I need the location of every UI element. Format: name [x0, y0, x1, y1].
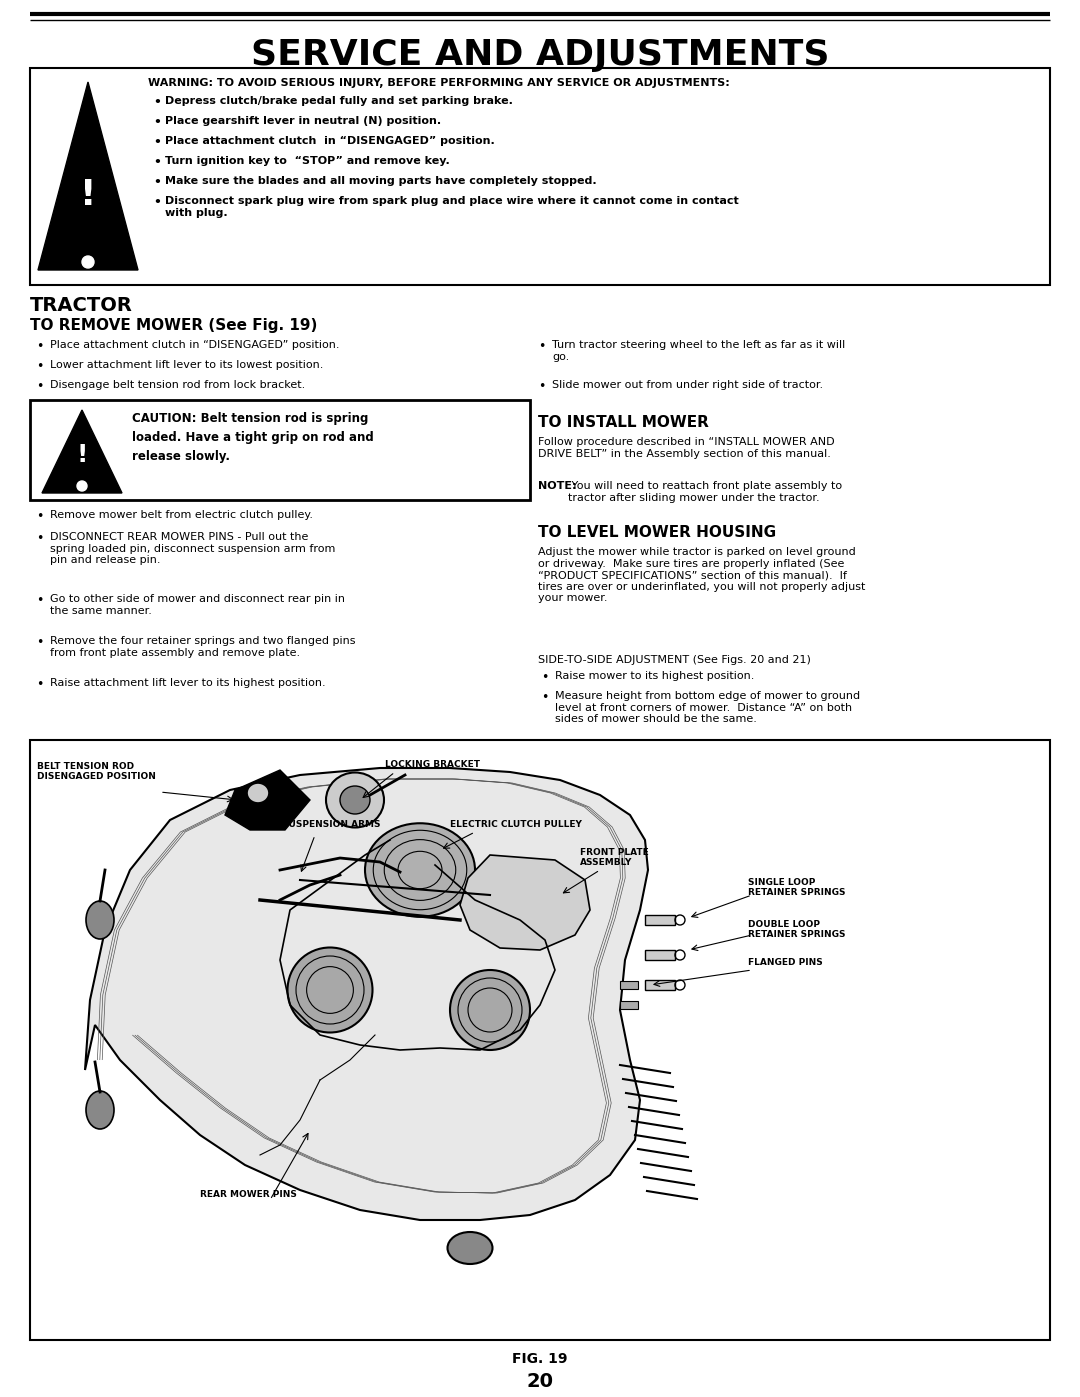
Text: Go to other side of mower and disconnect rear pin in
the same manner.: Go to other side of mower and disconnect…: [50, 594, 345, 616]
FancyBboxPatch shape: [30, 400, 530, 500]
Text: Make sure the blades and all moving parts have completely stopped.: Make sure the blades and all moving part…: [165, 176, 596, 186]
Text: DISCONNECT REAR MOWER PINS - Pull out the
spring loaded pin, disconnect suspensi: DISCONNECT REAR MOWER PINS - Pull out th…: [50, 532, 336, 566]
Text: NOTE:: NOTE:: [538, 481, 577, 490]
Ellipse shape: [247, 782, 269, 803]
FancyBboxPatch shape: [645, 981, 675, 990]
Text: Place attachment clutch in “DISENGAGED” position.: Place attachment clutch in “DISENGAGED” …: [50, 339, 339, 351]
FancyBboxPatch shape: [620, 1002, 638, 1009]
Text: REAR MOWER PINS: REAR MOWER PINS: [200, 1190, 297, 1199]
Text: Depress clutch/brake pedal fully and set parking brake.: Depress clutch/brake pedal fully and set…: [165, 96, 513, 106]
Polygon shape: [225, 770, 310, 830]
Text: •: •: [36, 636, 43, 650]
Text: •: •: [153, 136, 161, 149]
Text: •: •: [36, 594, 43, 608]
Text: Raise mower to its highest position.: Raise mower to its highest position.: [555, 671, 754, 680]
Polygon shape: [460, 855, 590, 950]
Text: •: •: [36, 360, 43, 373]
Text: BELT TENSION ROD
DISENGAGED POSITION: BELT TENSION ROD DISENGAGED POSITION: [37, 761, 156, 781]
Text: Remove the four retainer springs and two flanged pins
from front plate assembly : Remove the four retainer springs and two…: [50, 636, 355, 658]
Text: Place gearshift lever in neutral (N) position.: Place gearshift lever in neutral (N) pos…: [165, 116, 441, 126]
FancyBboxPatch shape: [30, 68, 1050, 285]
Text: LOCKING BRACKET: LOCKING BRACKET: [384, 760, 480, 768]
Text: TRACTOR: TRACTOR: [30, 296, 133, 314]
Text: •: •: [36, 532, 43, 545]
Text: Turn ignition key to  “STOP” and remove key.: Turn ignition key to “STOP” and remove k…: [165, 156, 449, 166]
Text: DOUBLE LOOP
RETAINER SPRINGS: DOUBLE LOOP RETAINER SPRINGS: [748, 921, 846, 939]
Text: •: •: [153, 196, 161, 210]
Text: Lower attachment lift lever to its lowest position.: Lower attachment lift lever to its lowes…: [50, 360, 323, 370]
Polygon shape: [38, 82, 138, 270]
Text: SIDE-TO-SIDE ADJUSTMENT (See Figs. 20 and 21): SIDE-TO-SIDE ADJUSTMENT (See Figs. 20 an…: [538, 655, 811, 665]
Text: Raise attachment lift lever to its highest position.: Raise attachment lift lever to its highe…: [50, 678, 326, 687]
Text: Follow procedure described in “INSTALL MOWER AND
DRIVE BELT” in the Assembly sec: Follow procedure described in “INSTALL M…: [538, 437, 835, 458]
Text: •: •: [153, 156, 161, 169]
Text: •: •: [36, 380, 43, 393]
Text: SUSPENSION ARMS: SUSPENSION ARMS: [282, 820, 380, 828]
FancyBboxPatch shape: [30, 740, 1050, 1340]
Text: •: •: [36, 678, 43, 692]
Text: Place attachment clutch  in “DISENGAGED” position.: Place attachment clutch in “DISENGAGED” …: [165, 136, 495, 147]
Text: •: •: [153, 116, 161, 129]
Text: Disconnect spark plug wire from spark plug and place wire where it cannot come i: Disconnect spark plug wire from spark pl…: [165, 196, 739, 218]
Text: 20: 20: [527, 1372, 554, 1391]
Ellipse shape: [82, 256, 94, 268]
Text: •: •: [541, 671, 549, 685]
Ellipse shape: [86, 901, 114, 939]
Text: •: •: [36, 339, 43, 353]
Text: ELECTRIC CLUTCH PULLEY: ELECTRIC CLUTCH PULLEY: [450, 820, 582, 828]
Ellipse shape: [447, 1232, 492, 1264]
Text: CAUTION: Belt tension rod is spring
loaded. Have a tight grip on rod and
release: CAUTION: Belt tension rod is spring load…: [132, 412, 374, 462]
Ellipse shape: [86, 1091, 114, 1129]
Text: Adjust the mower while tractor is parked on level ground
or driveway.  Make sure: Adjust the mower while tractor is parked…: [538, 548, 865, 604]
Text: •: •: [153, 96, 161, 109]
Text: •: •: [36, 510, 43, 522]
Ellipse shape: [450, 970, 530, 1051]
Text: •: •: [538, 339, 545, 353]
Text: FLANGED PINS: FLANGED PINS: [748, 958, 823, 967]
Text: Remove mower belt from electric clutch pulley.: Remove mower belt from electric clutch p…: [50, 510, 313, 520]
Text: FRONT PLATE
ASSEMBLY: FRONT PLATE ASSEMBLY: [580, 848, 649, 868]
Ellipse shape: [365, 823, 475, 916]
FancyBboxPatch shape: [620, 981, 638, 989]
Text: FIG. 19: FIG. 19: [512, 1352, 568, 1366]
Text: Slide mower out from under right side of tractor.: Slide mower out from under right side of…: [552, 380, 823, 390]
Polygon shape: [85, 768, 648, 1220]
Text: WARNING: TO AVOID SERIOUS INJURY, BEFORE PERFORMING ANY SERVICE OR ADJUSTMENTS:: WARNING: TO AVOID SERIOUS INJURY, BEFORE…: [148, 78, 730, 88]
Text: •: •: [538, 380, 545, 393]
Text: Disengage belt tension rod from lock bracket.: Disengage belt tension rod from lock bra…: [50, 380, 306, 390]
Text: !: !: [80, 177, 96, 212]
FancyBboxPatch shape: [645, 950, 675, 960]
Ellipse shape: [287, 947, 373, 1032]
Text: You will need to reattach front plate assembly to
tractor after sliding mower un: You will need to reattach front plate as…: [568, 481, 842, 503]
Ellipse shape: [326, 773, 384, 827]
Text: Measure height from bottom edge of mower to ground
level at front corners of mow: Measure height from bottom edge of mower…: [555, 692, 860, 724]
FancyBboxPatch shape: [645, 915, 675, 925]
Text: TO INSTALL MOWER: TO INSTALL MOWER: [538, 415, 708, 430]
Text: TO LEVEL MOWER HOUSING: TO LEVEL MOWER HOUSING: [538, 525, 777, 541]
Text: TO REMOVE MOWER (See Fig. 19): TO REMOVE MOWER (See Fig. 19): [30, 319, 318, 332]
Ellipse shape: [340, 787, 370, 814]
Ellipse shape: [77, 481, 87, 490]
Text: •: •: [541, 692, 549, 704]
Text: SERVICE AND ADJUSTMENTS: SERVICE AND ADJUSTMENTS: [251, 38, 829, 73]
Polygon shape: [42, 409, 122, 493]
Text: !: !: [77, 443, 87, 467]
Text: •: •: [153, 176, 161, 189]
Text: SINGLE LOOP
RETAINER SPRINGS: SINGLE LOOP RETAINER SPRINGS: [748, 877, 846, 897]
Text: Turn tractor steering wheel to the left as far as it will
go.: Turn tractor steering wheel to the left …: [552, 339, 846, 362]
